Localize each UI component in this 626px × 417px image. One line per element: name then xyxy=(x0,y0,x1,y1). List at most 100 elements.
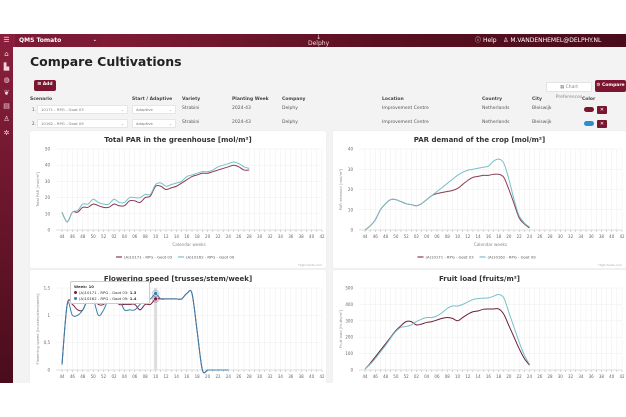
y-tick-label: 1,5 xyxy=(44,286,51,291)
settings-icon[interactable]: ✲ xyxy=(3,129,10,137)
col-header: Planting Week xyxy=(232,97,269,102)
user-menu[interactable]: ♙ M.VANDENHEMEL@DELPHY.NL xyxy=(503,34,601,47)
y-tick-label: 10 xyxy=(348,207,354,212)
x-tick-label: 12 xyxy=(163,234,169,239)
close-icon: ✕ xyxy=(599,121,605,127)
x-tick-label: 16 xyxy=(184,374,190,379)
x-tick-label: 26 xyxy=(537,234,543,239)
y-tick-label: 30 xyxy=(45,179,51,184)
x-tick-label: 52 xyxy=(101,374,107,379)
logo-text: Delphy xyxy=(308,40,330,47)
x-tick-label: 12 xyxy=(465,234,471,239)
x-tick-label: 26 xyxy=(537,374,543,379)
x-tick-label: 08 xyxy=(143,374,149,379)
globe-icon[interactable]: ◍ xyxy=(3,76,10,84)
leaf-icon[interactable]: ❦ xyxy=(3,89,10,97)
start-adaptive-select[interactable]: Adaptive ⌄ xyxy=(132,119,176,128)
x-tick-label: 24 xyxy=(226,234,232,239)
remove-button[interactable]: ✕ xyxy=(597,120,607,128)
menu-icon[interactable]: ☰ xyxy=(3,36,10,44)
x-tick-label: 10 xyxy=(455,374,461,379)
tooltip-row: (A)10162 - RPG - Goot 09: 1.4 xyxy=(74,296,146,302)
x-tick-label: 46 xyxy=(70,374,76,379)
user-icon: ♙ xyxy=(503,37,509,44)
series-line-2 xyxy=(364,158,530,231)
x-tick-label: 08 xyxy=(143,234,149,239)
remove-button[interactable]: ✕ xyxy=(597,106,607,114)
analytics-icon[interactable]: ▤ xyxy=(3,102,10,110)
chart-preferences-button[interactable]: ▦ Chart Preferences xyxy=(546,82,592,100)
x-tick-label: 08 xyxy=(445,234,451,239)
y-tick-label: 100 xyxy=(345,351,353,356)
y-tick-label: 20 xyxy=(45,195,51,200)
color-swatch[interactable] xyxy=(584,107,594,112)
credits-link: Highcharts.com xyxy=(298,263,322,267)
x-axis-label: Calendar weeks xyxy=(172,242,205,247)
x-tick-label: 50 xyxy=(91,234,97,239)
scenario-select[interactable]: 10171 - RPG - Goot 03 ⌄ xyxy=(37,105,128,114)
page-title: Compare Cultivations xyxy=(30,54,182,69)
y-tick-label: 300 xyxy=(345,318,353,323)
x-tick-label: 44 xyxy=(59,374,65,379)
x-tick-label: 26 xyxy=(236,374,242,379)
x-tick-label: 06 xyxy=(132,234,138,239)
x-tick-label: 16 xyxy=(486,234,492,239)
x-tick-label: 28 xyxy=(547,234,553,239)
legend-item[interactable]: (A)10162 - RPG - Goot 09 xyxy=(488,255,537,260)
x-tick-label: 38 xyxy=(299,374,305,379)
hover-band xyxy=(154,288,158,370)
y-tick-label: 50 xyxy=(45,147,51,152)
x-tick-label: 46 xyxy=(70,234,76,239)
x-tick-label: 40 xyxy=(609,234,615,239)
chart-flowering-speed: Flowering speed [trusses/stem/week] 0 0,5 1… xyxy=(30,270,326,383)
chart-title: PAR demand of the crop [mol/m²] xyxy=(414,136,545,144)
users-icon[interactable]: ♙ xyxy=(3,115,10,123)
help-link[interactable]: ⓘ Help xyxy=(475,34,497,47)
compare-button[interactable]: ⚙ Compare xyxy=(595,80,626,92)
greenhouse-icon[interactable]: ▙ xyxy=(3,63,10,71)
series-line-2 xyxy=(61,161,250,223)
x-tick-label: 48 xyxy=(383,374,389,379)
x-tick-label: 38 xyxy=(599,374,605,379)
close-icon: ✕ xyxy=(599,107,605,113)
logo: ↓ Delphy xyxy=(308,34,330,47)
home-icon[interactable]: ⌂ xyxy=(4,50,9,58)
x-tick-label: 46 xyxy=(373,234,379,239)
sidebar: ☰ ⌂ ▙ ◍ ❦ ▤ ♙ ✲ xyxy=(0,34,13,383)
legend-item[interactable]: (A)10162 - RPG - Goot 09 xyxy=(186,255,235,260)
x-tick-label: 32 xyxy=(568,234,574,239)
x-tick-label: 16 xyxy=(184,234,190,239)
y-tick-label: 0 xyxy=(47,368,50,373)
scenario-select[interactable]: 10162 - RPG - Goot 09 ⌄ xyxy=(37,119,128,128)
add-button[interactable]: ⊞ Add xyxy=(34,80,56,91)
tooltip-label: (A)10171 - RPG - Goot 03: xyxy=(79,290,130,295)
y-tick-label: 0 xyxy=(350,228,353,233)
x-axis-label: Calendar weeks xyxy=(474,242,507,247)
city: Bleiswijk xyxy=(532,106,552,111)
chart-icon: ▦ xyxy=(559,85,565,90)
x-tick-label: 14 xyxy=(174,234,180,239)
x-tick-label: 34 xyxy=(578,234,584,239)
credits-link: Highcharts.com xyxy=(598,263,622,267)
y-tick-label: 0,5 xyxy=(44,340,51,345)
x-tick-label: 04 xyxy=(122,374,128,379)
x-tick-label: 38 xyxy=(599,234,605,239)
x-tick-label: 30 xyxy=(558,234,564,239)
chart-title: Total PAR in the greenhouse [mol/m²] xyxy=(104,136,252,144)
start-adaptive-select[interactable]: Adaptive ⌄ xyxy=(132,105,176,114)
y-tick-label: 30 xyxy=(348,167,354,172)
location: Improvement Centre xyxy=(382,106,429,111)
color-swatch[interactable] xyxy=(584,121,594,126)
x-tick-label: 48 xyxy=(383,234,389,239)
y-tick-label: 40 xyxy=(45,163,51,168)
x-tick-label: 24 xyxy=(527,234,533,239)
legend-item[interactable]: (A)10171 - RPG - Goot 03 xyxy=(124,255,173,260)
app-select[interactable]: QMS Tomato ⌄ xyxy=(15,34,101,47)
x-tick-label: 38 xyxy=(299,234,305,239)
chart-preferences-label: Chart Preferences xyxy=(555,85,583,100)
series-dot-icon xyxy=(74,297,77,300)
legend-item[interactable]: (A)10171 - RPG - Goot 03 xyxy=(426,255,475,260)
x-tick-label: 36 xyxy=(589,234,595,239)
x-tick-label: 40 xyxy=(309,374,315,379)
col-header: Scenario xyxy=(30,97,53,102)
